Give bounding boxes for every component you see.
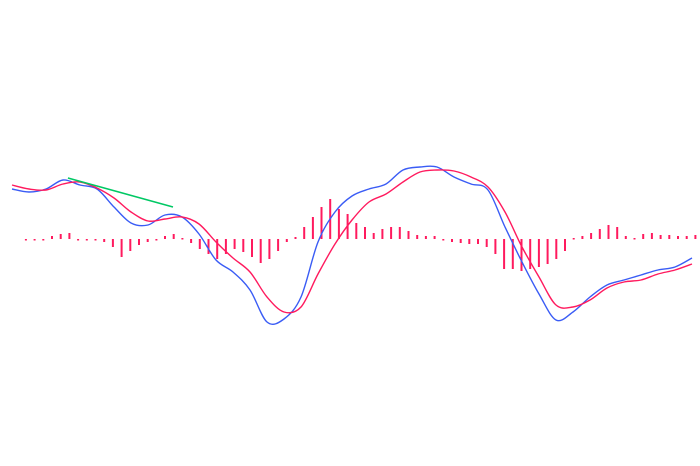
- histogram-bar: [546, 239, 549, 264]
- histogram-bar: [451, 239, 453, 242]
- histogram-bar: [633, 238, 636, 240]
- histogram-bar: [494, 239, 497, 254]
- histogram-bar: [416, 235, 419, 239]
- histogram-bar: [216, 239, 219, 259]
- histogram-bar: [407, 231, 410, 239]
- histogram-bar: [320, 207, 323, 239]
- histogram-bar: [529, 239, 532, 269]
- macd-line: [11, 165, 693, 325]
- signal-line: [11, 169, 693, 314]
- histogram-bar: [233, 239, 236, 249]
- histogram-bar: [198, 239, 201, 249]
- histogram-bar: [364, 227, 366, 239]
- histogram-bar: [685, 236, 688, 239]
- histogram-bar: [311, 217, 314, 239]
- histogram-bar: [242, 239, 245, 252]
- histogram-bar: [624, 236, 627, 239]
- histogram-bar: [564, 239, 566, 251]
- histogram-bar: [572, 238, 575, 240]
- histogram-bar: [224, 239, 227, 254]
- histogram-bar: [424, 236, 427, 239]
- histogram-bar: [51, 236, 53, 239]
- histogram-bar: [285, 239, 288, 242]
- histogram-bar: [372, 233, 375, 239]
- histogram-bar: [207, 239, 210, 254]
- histogram-bar: [85, 239, 88, 241]
- histogram-bar: [268, 239, 271, 259]
- histogram-bar: [503, 239, 506, 269]
- histogram-bar: [468, 239, 471, 244]
- histogram-bar: [607, 225, 610, 239]
- histogram-bar: [103, 239, 106, 242]
- histogram-bar: [172, 234, 175, 239]
- histogram-bar: [77, 239, 80, 241]
- histogram-bar: [111, 239, 114, 247]
- histogram-bar: [94, 239, 97, 241]
- histogram-bar: [59, 234, 62, 239]
- histogram-bar: [251, 239, 253, 257]
- histogram-bar: [598, 229, 601, 239]
- histogram-bar: [190, 239, 193, 243]
- histogram-bar: [294, 237, 297, 239]
- histogram-bar: [520, 239, 523, 271]
- histogram-bar: [485, 239, 488, 247]
- histogram-bar: [129, 239, 132, 251]
- histogram-bar: [477, 239, 479, 244]
- histogram-bar: [555, 239, 558, 259]
- histogram-bar: [659, 235, 662, 239]
- annotations: [67, 177, 174, 208]
- histogram-bar: [459, 239, 462, 243]
- histogram-bar: [164, 236, 166, 239]
- histogram-bar: [694, 235, 697, 239]
- histogram-bar: [42, 239, 45, 241]
- histogram-bar: [616, 227, 619, 239]
- histogram-bar: [303, 227, 306, 239]
- histogram-bar: [138, 239, 140, 245]
- histogram-bar: [511, 239, 514, 269]
- histogram-bar: [537, 239, 540, 267]
- histogram-bar: [381, 229, 384, 239]
- histogram-bar: [355, 223, 358, 239]
- histogram-bar: [277, 239, 280, 251]
- histogram-bar: [677, 236, 679, 239]
- histogram-bar: [650, 233, 653, 239]
- histogram-bar: [668, 235, 671, 239]
- histogram-bar: [181, 238, 184, 240]
- histogram-bar: [337, 209, 340, 239]
- histogram-bar: [581, 236, 584, 239]
- histogram-bar: [398, 227, 401, 239]
- histogram-bar: [155, 239, 158, 241]
- histogram-bar: [590, 233, 593, 239]
- lines: [11, 165, 693, 325]
- trendline: [67, 177, 174, 208]
- histogram-bar: [24, 239, 27, 241]
- histogram-bar: [433, 236, 436, 239]
- histogram-bar: [259, 239, 262, 263]
- histogram-bar: [642, 234, 645, 239]
- histogram-bar: [120, 239, 123, 257]
- histogram-bar: [33, 239, 36, 241]
- histogram-bar: [390, 227, 393, 239]
- histogram-bar: [68, 233, 71, 239]
- histogram-bar: [146, 239, 149, 242]
- histogram-bar: [442, 239, 445, 241]
